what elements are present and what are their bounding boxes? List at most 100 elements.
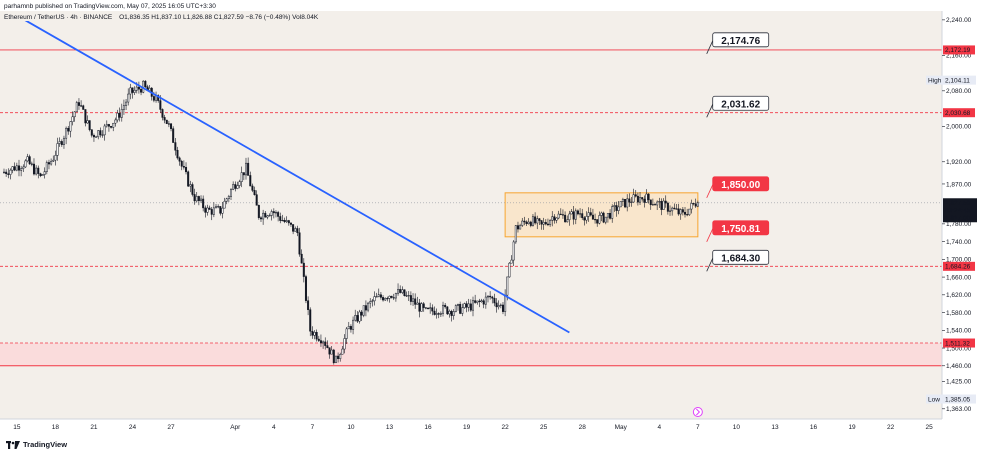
- candle-body-253: [544, 222, 547, 225]
- tradingview-footer[interactable]: TradingView: [6, 440, 67, 449]
- candle-body-18: [41, 174, 44, 176]
- target-level-label-text: 2,031.62: [721, 99, 760, 110]
- candle-body-317: [681, 209, 684, 213]
- bar-countdown: 03:24:45: [945, 207, 971, 214]
- candle-body-254: [546, 223, 549, 226]
- candle-body-237: [510, 259, 513, 264]
- candle-body-158: [341, 348, 344, 355]
- candle-body-140: [302, 262, 305, 277]
- high-marker-value: 2,104.11: [945, 77, 970, 84]
- candle-body-298: [641, 197, 644, 200]
- candle-body-196: [422, 303, 425, 308]
- candle-body-312: [671, 207, 674, 212]
- price-tick-6: 1,780.00: [946, 221, 972, 228]
- candle-body-42: [92, 135, 95, 138]
- candle-body-0: [3, 171, 5, 174]
- candle-body-138: [298, 232, 301, 255]
- candle-body-149: [322, 341, 325, 344]
- candle-body-264: [568, 213, 571, 221]
- candle-body-156: [337, 355, 340, 359]
- candle-body-276: [594, 219, 597, 221]
- candle-body-35: [77, 102, 80, 106]
- candle-body-289: [621, 199, 624, 202]
- candle-body-40: [88, 120, 91, 130]
- price-tick-0: 2,240.00: [946, 17, 972, 24]
- candle-body-175: [377, 294, 380, 297]
- event-marker-glyph: [696, 408, 701, 416]
- high-marker-bg: [926, 75, 976, 85]
- candle-body-173: [373, 296, 376, 302]
- candle-body-30: [67, 127, 70, 132]
- resistance-level-label-pointer: [706, 40, 714, 54]
- candles-group: [3, 80, 699, 365]
- candle-body-130: [281, 219, 284, 222]
- candle-body-98: [212, 207, 215, 215]
- candle-body-189: [407, 295, 410, 297]
- candle-body-265: [570, 211, 573, 215]
- candle-body-242: [521, 220, 524, 226]
- candle-body-243: [523, 220, 526, 223]
- candle-body-48: [105, 124, 108, 127]
- candle-body-104: [225, 198, 228, 202]
- candle-body-304: [654, 204, 657, 206]
- candle-body-144: [311, 330, 314, 336]
- time-tick-3: 24: [129, 424, 137, 431]
- candle-body-203: [437, 313, 440, 315]
- candle-body-131: [283, 219, 286, 222]
- candle-body-223: [480, 300, 483, 302]
- time-tick-7: 7: [311, 424, 315, 431]
- candle-body-61: [133, 89, 136, 93]
- time-tick-8: 10: [347, 424, 355, 431]
- candle-body-278: [598, 215, 601, 224]
- candle-body-107: [232, 184, 235, 190]
- support-zone: [0, 343, 942, 366]
- candle-body-32: [71, 116, 74, 123]
- target-level-label: 2,031.62: [706, 95, 770, 118]
- candle-body-324: [696, 202, 699, 207]
- candle-body-165: [356, 315, 359, 322]
- candle-body-295: [634, 194, 637, 197]
- candle-body-180: [388, 295, 391, 299]
- candle-body-43: [95, 136, 98, 138]
- candle-body-301: [647, 193, 650, 201]
- candle-body-220: [474, 300, 477, 303]
- candle-body-206: [444, 304, 447, 308]
- candle-body-99: [215, 206, 218, 209]
- candle-body-117: [253, 190, 256, 195]
- candle-body-186: [401, 289, 404, 293]
- candle-body-235: [506, 276, 509, 296]
- time-tick-18: 10: [733, 424, 741, 431]
- candle-body-184: [397, 289, 400, 294]
- candle-body-261: [561, 214, 564, 216]
- candle-body-11: [26, 156, 29, 162]
- time-tick-2: 21: [90, 424, 98, 431]
- candle-body-308: [662, 200, 665, 210]
- event-marker-icon: [692, 407, 703, 417]
- candle-body-118: [255, 194, 258, 206]
- symbol-legend[interactable]: Ethereum / TetherUS · 4h · BINANCE O1,83…: [4, 14, 940, 21]
- time-tick-0: 15: [13, 424, 21, 431]
- price-tick-2: 2,080.00: [946, 88, 972, 95]
- candle-body-285: [613, 205, 616, 207]
- candle-body-60: [131, 87, 134, 93]
- candle-body-307: [660, 201, 663, 210]
- candle-body-8: [20, 168, 23, 171]
- price-tick-4: 1,920.00: [946, 159, 972, 166]
- level-tag-0: 2,172.19: [945, 47, 971, 54]
- candle-body-322: [692, 203, 695, 205]
- candle-body-252: [542, 222, 545, 225]
- candle-body-13: [30, 163, 33, 165]
- candle-body-126: [272, 211, 275, 214]
- symbol-name[interactable]: Ethereum / TetherUS · 4h · BINANCE: [4, 14, 113, 21]
- candle-body-120: [259, 217, 262, 220]
- descending-trendline: [16, 14, 570, 334]
- candle-body-191: [412, 298, 415, 302]
- candle-body-5: [13, 166, 16, 171]
- candle-body-22: [50, 160, 53, 165]
- candle-body-100: [217, 206, 220, 208]
- price-tick-5: 1,870.00: [946, 181, 972, 188]
- candle-body-163: [352, 319, 355, 330]
- candle-body-74: [161, 109, 164, 118]
